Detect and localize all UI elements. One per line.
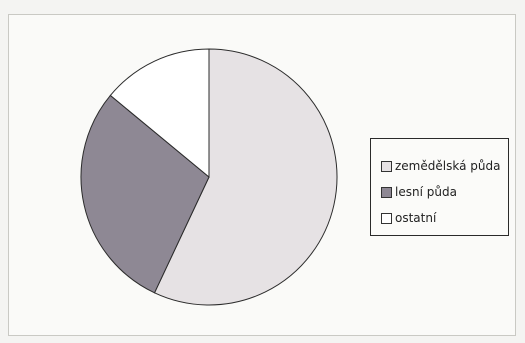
legend-label: lesní půda — [395, 185, 457, 199]
chart-area: zemědělská půda lesní půda ostatní — [8, 14, 516, 336]
legend-item-lesni-puda: lesní půda — [381, 179, 508, 205]
legend-swatch — [381, 160, 392, 172]
pie-slice-2 — [109, 48, 210, 179]
pie-slice-0 — [153, 48, 338, 306]
legend: zemědělská půda lesní půda ostatní — [370, 138, 509, 236]
legend-item-zemedelska-puda: zemědělská půda — [381, 153, 508, 179]
pie-slice-1 — [80, 94, 210, 294]
pie-chart — [80, 48, 338, 306]
legend-label: zemědělská půda — [395, 159, 501, 173]
legend-swatch — [381, 186, 392, 198]
legend-item-ostatni: ostatní — [381, 205, 508, 231]
legend-label: ostatní — [395, 211, 437, 225]
legend-swatch — [381, 212, 392, 224]
